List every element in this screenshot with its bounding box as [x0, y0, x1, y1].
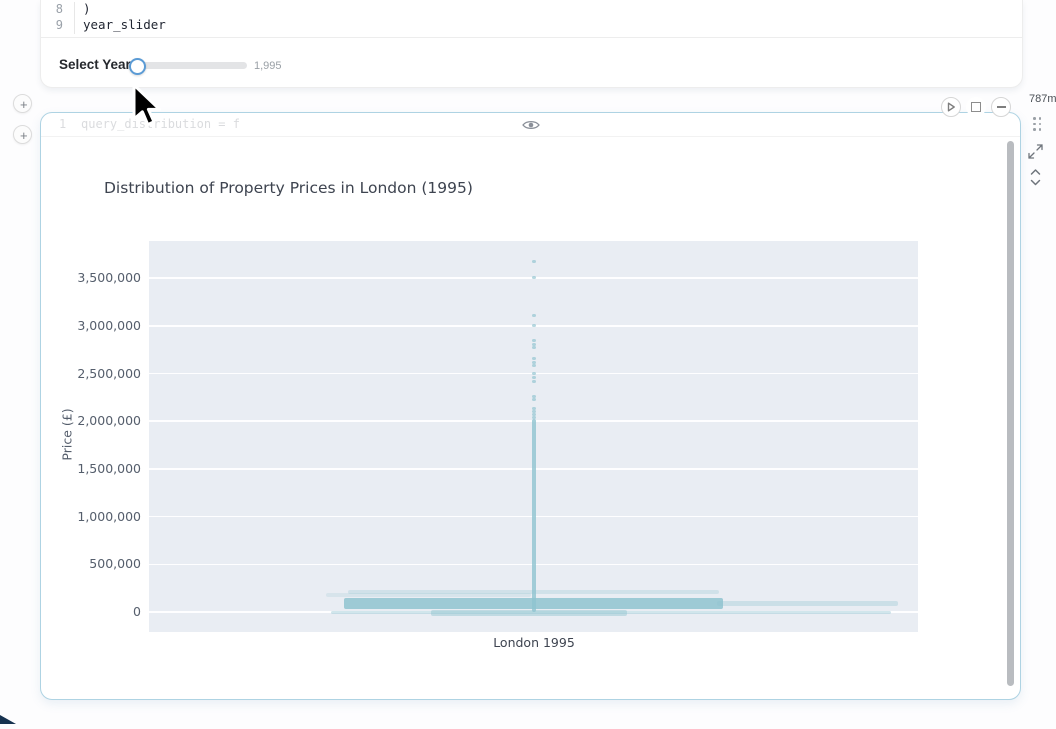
- y-tick-label: 500,000: [89, 556, 141, 572]
- y-tick-label: 3,500,000: [77, 270, 141, 286]
- play-icon: [947, 102, 955, 112]
- outlier-point: [531, 260, 536, 264]
- slider-value: 1,995: [254, 60, 282, 72]
- y-tick-label: 1,500,000: [77, 460, 141, 476]
- expand-icon[interactable]: [1027, 143, 1044, 165]
- plot-area: [149, 241, 918, 632]
- code-text[interactable]: year_slider: [83, 17, 166, 32]
- gridline: [149, 611, 918, 613]
- run-cell-button[interactable]: [941, 97, 961, 117]
- cell-scrollbar[interactable]: [1007, 141, 1014, 686]
- cell-output-divider: [41, 37, 1022, 38]
- strip-density-band: [331, 611, 892, 614]
- outlier-point: [531, 413, 536, 417]
- up-down-chevron-icon[interactable]: [1029, 168, 1042, 192]
- y-tick-label: 1,000,000: [77, 508, 141, 524]
- y-axis-title: Price (£): [59, 408, 75, 461]
- y-tick-label: 3,000,000: [77, 317, 141, 333]
- outlier-point: [531, 356, 536, 360]
- y-tick-label: 2,500,000: [77, 365, 141, 381]
- chart-title: Distribution of Property Prices in Londo…: [104, 179, 473, 197]
- y-tick-label: 0: [133, 603, 141, 619]
- collapse-cell-button[interactable]: [991, 97, 1011, 117]
- slider-label: Select Year:: [59, 57, 136, 72]
- line-number: 1: [59, 117, 67, 131]
- year-slider-track[interactable]: [139, 62, 247, 69]
- drag-handle-icon[interactable]: [1033, 117, 1044, 133]
- outlier-point: [531, 379, 536, 383]
- notebook-cell-slider: 8 ) 9 year_slider Select Year: 1,995: [40, 0, 1023, 88]
- code-line[interactable]: 9 year_slider: [41, 17, 1022, 33]
- eye-icon[interactable]: [521, 118, 541, 132]
- strip-stem: [531, 419, 536, 612]
- stop-cell-button[interactable]: [966, 97, 986, 117]
- x-axis-label: London 1995: [493, 635, 575, 650]
- strip-density-band: [717, 601, 898, 606]
- add-cell-button[interactable]: +: [13, 125, 32, 144]
- line-number: 9: [55, 18, 63, 32]
- outlier-point: [531, 346, 536, 350]
- add-cell-button[interactable]: +: [13, 94, 32, 113]
- outlier-point: [531, 313, 536, 317]
- outlier-point: [531, 343, 536, 347]
- outlier-point: [531, 397, 536, 401]
- gutter-divider: [74, 2, 75, 34]
- y-tick-label: 2,000,000: [77, 413, 141, 429]
- outlier-point: [531, 324, 536, 328]
- outlier-point: [531, 360, 536, 364]
- outlier-point: [531, 410, 536, 414]
- outlier-point: [531, 338, 536, 342]
- notebook-cell-chart: 1 query_distribution = f Distribution of…: [40, 112, 1021, 700]
- corner-shape: [0, 711, 16, 724]
- outlier-point: [531, 275, 536, 279]
- outlier-point: [531, 394, 536, 398]
- strip-density-band: [431, 609, 628, 616]
- chart-axes: Price (£) London 1995: [41, 113, 1020, 699]
- cell-runtime-badge: 787m: [1029, 93, 1056, 105]
- code-text[interactable]: ): [83, 1, 91, 16]
- year-slider-thumb[interactable]: [129, 58, 146, 75]
- outlier-point: [531, 375, 536, 379]
- collapse-icon: [996, 106, 1006, 108]
- line-number: 8: [55, 2, 63, 16]
- outlier-point: [531, 415, 536, 419]
- stop-icon: [971, 102, 981, 112]
- outlier-point: [531, 372, 536, 376]
- outlier-point: [531, 364, 536, 368]
- strip-density-band: [325, 592, 532, 597]
- outlier-point: [531, 407, 536, 411]
- code-line[interactable]: 8 ): [41, 1, 1022, 17]
